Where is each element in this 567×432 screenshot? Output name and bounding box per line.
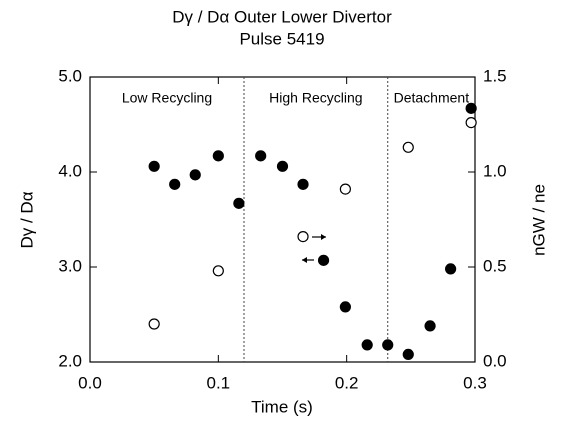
point [297,178,309,190]
arrow-head [302,257,307,263]
point [317,254,330,266]
point [339,183,351,195]
point [424,320,436,332]
point [465,116,477,129]
region-label: Detachment [394,90,470,106]
x-tick-label: 0.3 [463,373,487,392]
point [189,169,201,181]
y2-tick-label: 1.5 [483,66,507,85]
x-tick-label: 0.2 [335,373,359,392]
point [361,339,373,351]
point [465,102,477,114]
point [212,265,224,277]
point [169,178,181,190]
y-tick-label: 5.0 [58,66,82,85]
y2-axis-label: nGW / ne [529,184,548,256]
y-tick-label: 3.0 [58,256,82,275]
point [445,263,457,275]
y2-tick-label: 0.0 [483,351,507,370]
point [255,150,267,162]
y2-tick-label: 0.5 [483,256,507,275]
chart-title: Dγ / Dα Outer Lower Divertor [172,7,392,26]
point [148,318,160,330]
point [148,160,160,172]
point [382,339,394,351]
point [276,160,289,172]
y-tick-label: 2.0 [58,351,82,370]
y-axis-label: Dγ / Dα [17,191,36,248]
y2-tick-label: 1.0 [483,161,507,180]
point [212,150,224,162]
arrow-head [321,234,326,240]
point [233,197,245,209]
x-tick-label: 0.1 [207,373,231,392]
region-label: High Recycling [269,90,362,106]
point [339,301,351,313]
x-tick-label: 0.0 [78,373,102,392]
chart-subtitle: Pulse 5419 [239,29,324,48]
point [402,348,414,360]
x-axis-label: Time (s) [251,397,313,416]
region-label: Low Recycling [122,90,212,106]
point [402,141,414,153]
plot-frame [89,76,476,363]
y-tick-label: 4.0 [58,161,82,180]
point [297,231,309,243]
